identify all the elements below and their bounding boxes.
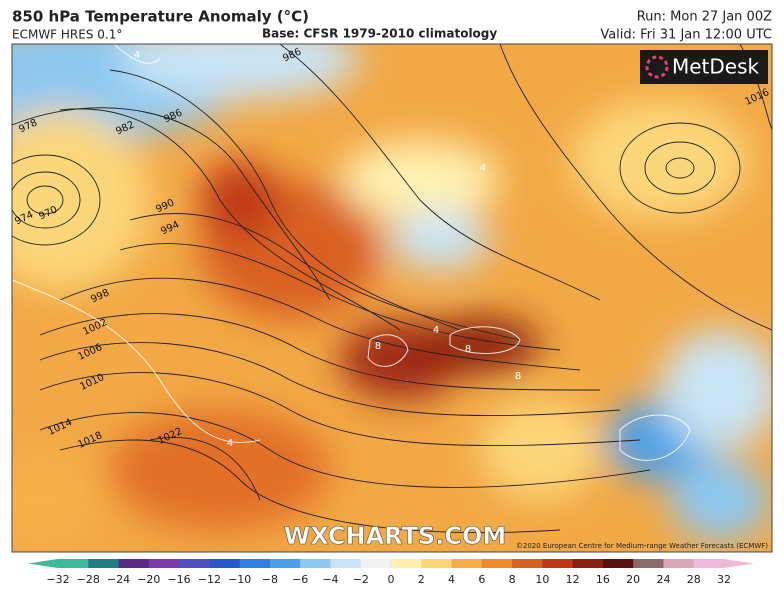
logo-icon bbox=[645, 55, 669, 79]
model: ECMWF HRES 0.1° bbox=[12, 28, 122, 42]
colorbar-segment bbox=[148, 559, 180, 568]
colorbar-segment bbox=[572, 559, 604, 568]
logo-text: MetDesk bbox=[672, 55, 760, 79]
colorbar-tick-label: 12 bbox=[566, 573, 580, 586]
colorbar-segment bbox=[269, 559, 301, 568]
colorbar-end bbox=[724, 559, 754, 568]
colorbar-tick-label: −20 bbox=[137, 573, 160, 586]
valid-time: Valid: Fri 31 Jan 12:00 UTC bbox=[600, 28, 772, 43]
colorbar-tick-label: −12 bbox=[198, 573, 221, 586]
copyright: ©2020 European Centre for Medium-range W… bbox=[516, 542, 768, 550]
colorbar-tick-label: −28 bbox=[77, 573, 100, 586]
colorbar-tick-label: 24 bbox=[656, 573, 670, 586]
colorbar-segment bbox=[360, 559, 392, 568]
colorbar-tick-label: 6 bbox=[478, 573, 485, 586]
map-frame bbox=[11, 43, 773, 553]
anomaly-label: 4 bbox=[433, 325, 439, 336]
colorbar-tick-label: 0 bbox=[388, 573, 395, 586]
colorbar-segment bbox=[451, 559, 483, 568]
colorbar-segment bbox=[542, 559, 574, 568]
colorbar-segment bbox=[209, 559, 241, 568]
run-time: Run: Mon 27 Jan 00Z bbox=[637, 10, 772, 25]
colorbar-segment bbox=[512, 559, 543, 568]
logo-box bbox=[640, 50, 768, 84]
colorbar-tick-label: 20 bbox=[626, 573, 640, 586]
colorbar-segment bbox=[602, 559, 634, 568]
colorbar-tick-label: 4 bbox=[448, 573, 455, 586]
colorbar-segment bbox=[693, 559, 725, 568]
isobars bbox=[12, 44, 772, 533]
anomaly-label: 8 bbox=[465, 344, 471, 355]
colorbar-tick-label: 10 bbox=[535, 573, 549, 586]
anomaly-labels: 4 8 8 8 4 4 4 bbox=[134, 50, 521, 449]
colorbar-tick-label: 16 bbox=[596, 573, 610, 586]
anomaly-label: 4 bbox=[480, 163, 486, 174]
colorbar: −32 −28 −24 −20 −16 −12 −10 −8 −6 −4 −2 0 2 4 6 8 10 12 16… bbox=[28, 559, 754, 586]
colorbar-segment bbox=[391, 559, 422, 568]
colorbar-tick-label: −6 bbox=[292, 573, 308, 586]
colorbar-segment bbox=[481, 559, 513, 568]
colorbar-tick-label: 32 bbox=[717, 573, 731, 586]
colorbar-tick-label: −2 bbox=[353, 573, 369, 586]
colorbar-segment bbox=[421, 559, 453, 568]
colorbar-end bbox=[28, 559, 58, 568]
anomaly-label: 8 bbox=[375, 341, 381, 352]
colorbar-segment bbox=[239, 559, 271, 568]
anomaly-label: 8 bbox=[515, 371, 521, 382]
colorbar-tick-label: 2 bbox=[418, 573, 425, 586]
anomaly-contours bbox=[12, 44, 691, 461]
anomaly-label: 4 bbox=[227, 438, 233, 449]
colorbar-segment bbox=[179, 559, 210, 568]
anomaly-label: 4 bbox=[134, 50, 140, 61]
colorbar-segment bbox=[300, 559, 331, 568]
colorbar-segment bbox=[663, 559, 695, 568]
anomaly-field bbox=[12, 44, 772, 550]
colorbar-tick-label: −8 bbox=[262, 573, 278, 586]
colorbar-segment bbox=[88, 559, 120, 568]
colorbar-segment bbox=[118, 559, 150, 568]
colorbar-tick-label: −4 bbox=[322, 573, 338, 586]
colorbar-tick-label: 28 bbox=[687, 573, 701, 586]
colorbar-segment bbox=[633, 559, 664, 568]
colorbar-tick-label: −16 bbox=[167, 573, 190, 586]
colorbar-segment bbox=[58, 559, 89, 568]
colorbar-tick-label: −24 bbox=[107, 573, 130, 586]
colorbar-tick-label: 8 bbox=[509, 573, 516, 586]
title: 850 hPa Temperature Anomaly (°C) bbox=[12, 8, 309, 26]
map: 978 9829869869709749909949981002100610101… bbox=[12, 44, 772, 552]
base: Base: CFSR 1979-2010 climatology bbox=[262, 27, 497, 41]
colorbar-tick-label: −10 bbox=[228, 573, 251, 586]
colorbar-tick-label: −32 bbox=[46, 573, 69, 586]
colorbar-segment bbox=[330, 559, 362, 568]
watermark: WXCHARTS.COM bbox=[284, 522, 506, 550]
